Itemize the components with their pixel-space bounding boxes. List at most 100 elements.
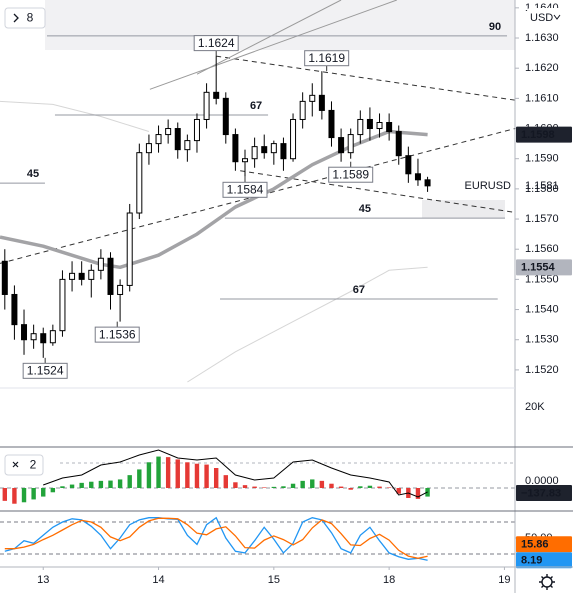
candle-body	[30, 333, 37, 341]
band-value-label-box	[516, 259, 572, 276]
x-tick-label: 18	[383, 574, 395, 586]
histogram-bar	[146, 462, 152, 488]
price-label: 1.1589	[332, 167, 369, 181]
price-label-box	[193, 35, 239, 52]
macd-value-label: −137.83	[521, 487, 561, 499]
ma-value-label: 1.1598	[521, 129, 555, 141]
y-tick-label: 1.1590	[525, 153, 559, 165]
y-tick-label: 1.1580	[525, 183, 559, 195]
macd-line	[43, 449, 428, 498]
candle-body	[366, 118, 373, 130]
chevron	[12, 461, 19, 468]
highlight-zone	[422, 200, 505, 218]
candle-body	[165, 128, 172, 136]
currency-selector[interactable]: USD	[527, 8, 563, 27]
badge-text: 8	[27, 11, 34, 25]
y-tick-label: 1.1540	[525, 303, 559, 315]
histogram-bar	[89, 481, 94, 488]
candle-body	[222, 97, 229, 136]
histogram-bar	[310, 479, 315, 488]
histogram-bar	[252, 486, 257, 488]
histogram-bar	[41, 488, 46, 497]
highlight-zone	[45, 0, 515, 50]
band-line	[187, 266, 428, 383]
badge-text: 2	[30, 458, 37, 472]
candle-body	[78, 272, 85, 280]
trend-line	[240, 170, 516, 213]
main-badge[interactable]: 8	[4, 7, 46, 29]
oscillator-line	[4, 516, 428, 561]
level-label: 67	[353, 284, 365, 296]
macd-value-label-box	[516, 485, 572, 501]
histogram-bar	[358, 486, 363, 488]
candle-body	[270, 143, 277, 154]
y-tick-label: 1.1550	[525, 273, 559, 285]
candle-body	[261, 146, 268, 154]
oscillator-value-label: 8.19	[521, 555, 542, 567]
histogram-bar	[60, 486, 65, 488]
candle-body	[213, 91, 220, 99]
histogram-bar	[242, 485, 248, 488]
candle-body	[1, 260, 8, 295]
histogram-bar	[98, 480, 104, 488]
price-label-box	[328, 166, 374, 183]
histogram-bar	[367, 485, 373, 488]
histogram-bar	[281, 486, 286, 488]
x-tick-label: 13	[37, 574, 49, 586]
price-label: 1.1624	[198, 36, 235, 50]
candle-body	[11, 293, 18, 326]
trend-line	[196, 0, 342, 75]
x-tick-label: 15	[268, 574, 280, 586]
candle-body	[184, 140, 191, 151]
chevron	[553, 14, 561, 20]
macd-badge[interactable]: 2	[4, 454, 44, 476]
candle-body	[59, 278, 66, 332]
histogram-bar	[319, 480, 325, 488]
band-value-label: 1.1554	[521, 262, 556, 274]
candle-body	[395, 131, 402, 157]
candle-body	[126, 212, 133, 286]
histogram-bar	[415, 488, 421, 499]
histogram-bar	[79, 482, 84, 488]
histogram-bar	[386, 487, 392, 488]
candle-body	[290, 118, 297, 160]
candle-body	[97, 257, 104, 271]
histogram-bar	[12, 488, 17, 504]
candle-body	[155, 134, 162, 145]
price-label: 1.1619	[308, 51, 345, 65]
histogram-bar	[223, 475, 228, 488]
candle-body	[328, 109, 335, 139]
histogram-bar	[348, 488, 353, 490]
ma-value-label-box	[516, 126, 572, 143]
badge-box[interactable]	[4, 454, 44, 476]
price-label: 1.1584	[227, 182, 264, 196]
y-tick-label: 1.1620	[525, 62, 559, 74]
candle-body	[107, 257, 114, 295]
currency-box[interactable]	[527, 8, 563, 27]
candle-body	[414, 173, 421, 181]
settings-gear[interactable]	[539, 574, 555, 590]
symbol-label: EURUSD	[465, 180, 512, 192]
histogram-bar	[377, 486, 382, 488]
histogram-bar	[165, 457, 171, 488]
x-tick-label: 14	[152, 574, 164, 586]
candle-body	[21, 324, 28, 341]
level-label: 45	[359, 203, 371, 215]
candle-body	[40, 333, 47, 344]
candle-body	[309, 94, 316, 102]
chevron	[13, 13, 19, 23]
volume-axis-label: 20K	[525, 401, 545, 413]
badge-box[interactable]	[4, 7, 46, 29]
candle-body	[242, 158, 249, 163]
y-tick-label: 0.0000	[525, 475, 559, 487]
level-label: 67	[250, 100, 262, 112]
candle-body	[386, 121, 393, 133]
histogram-bar	[137, 469, 142, 488]
candle-body	[357, 118, 364, 136]
trend-line	[149, 0, 397, 90]
histogram-bar	[213, 468, 219, 488]
histogram-bar	[271, 486, 277, 488]
histogram-bar	[290, 483, 296, 488]
level-label: 45	[27, 168, 39, 180]
